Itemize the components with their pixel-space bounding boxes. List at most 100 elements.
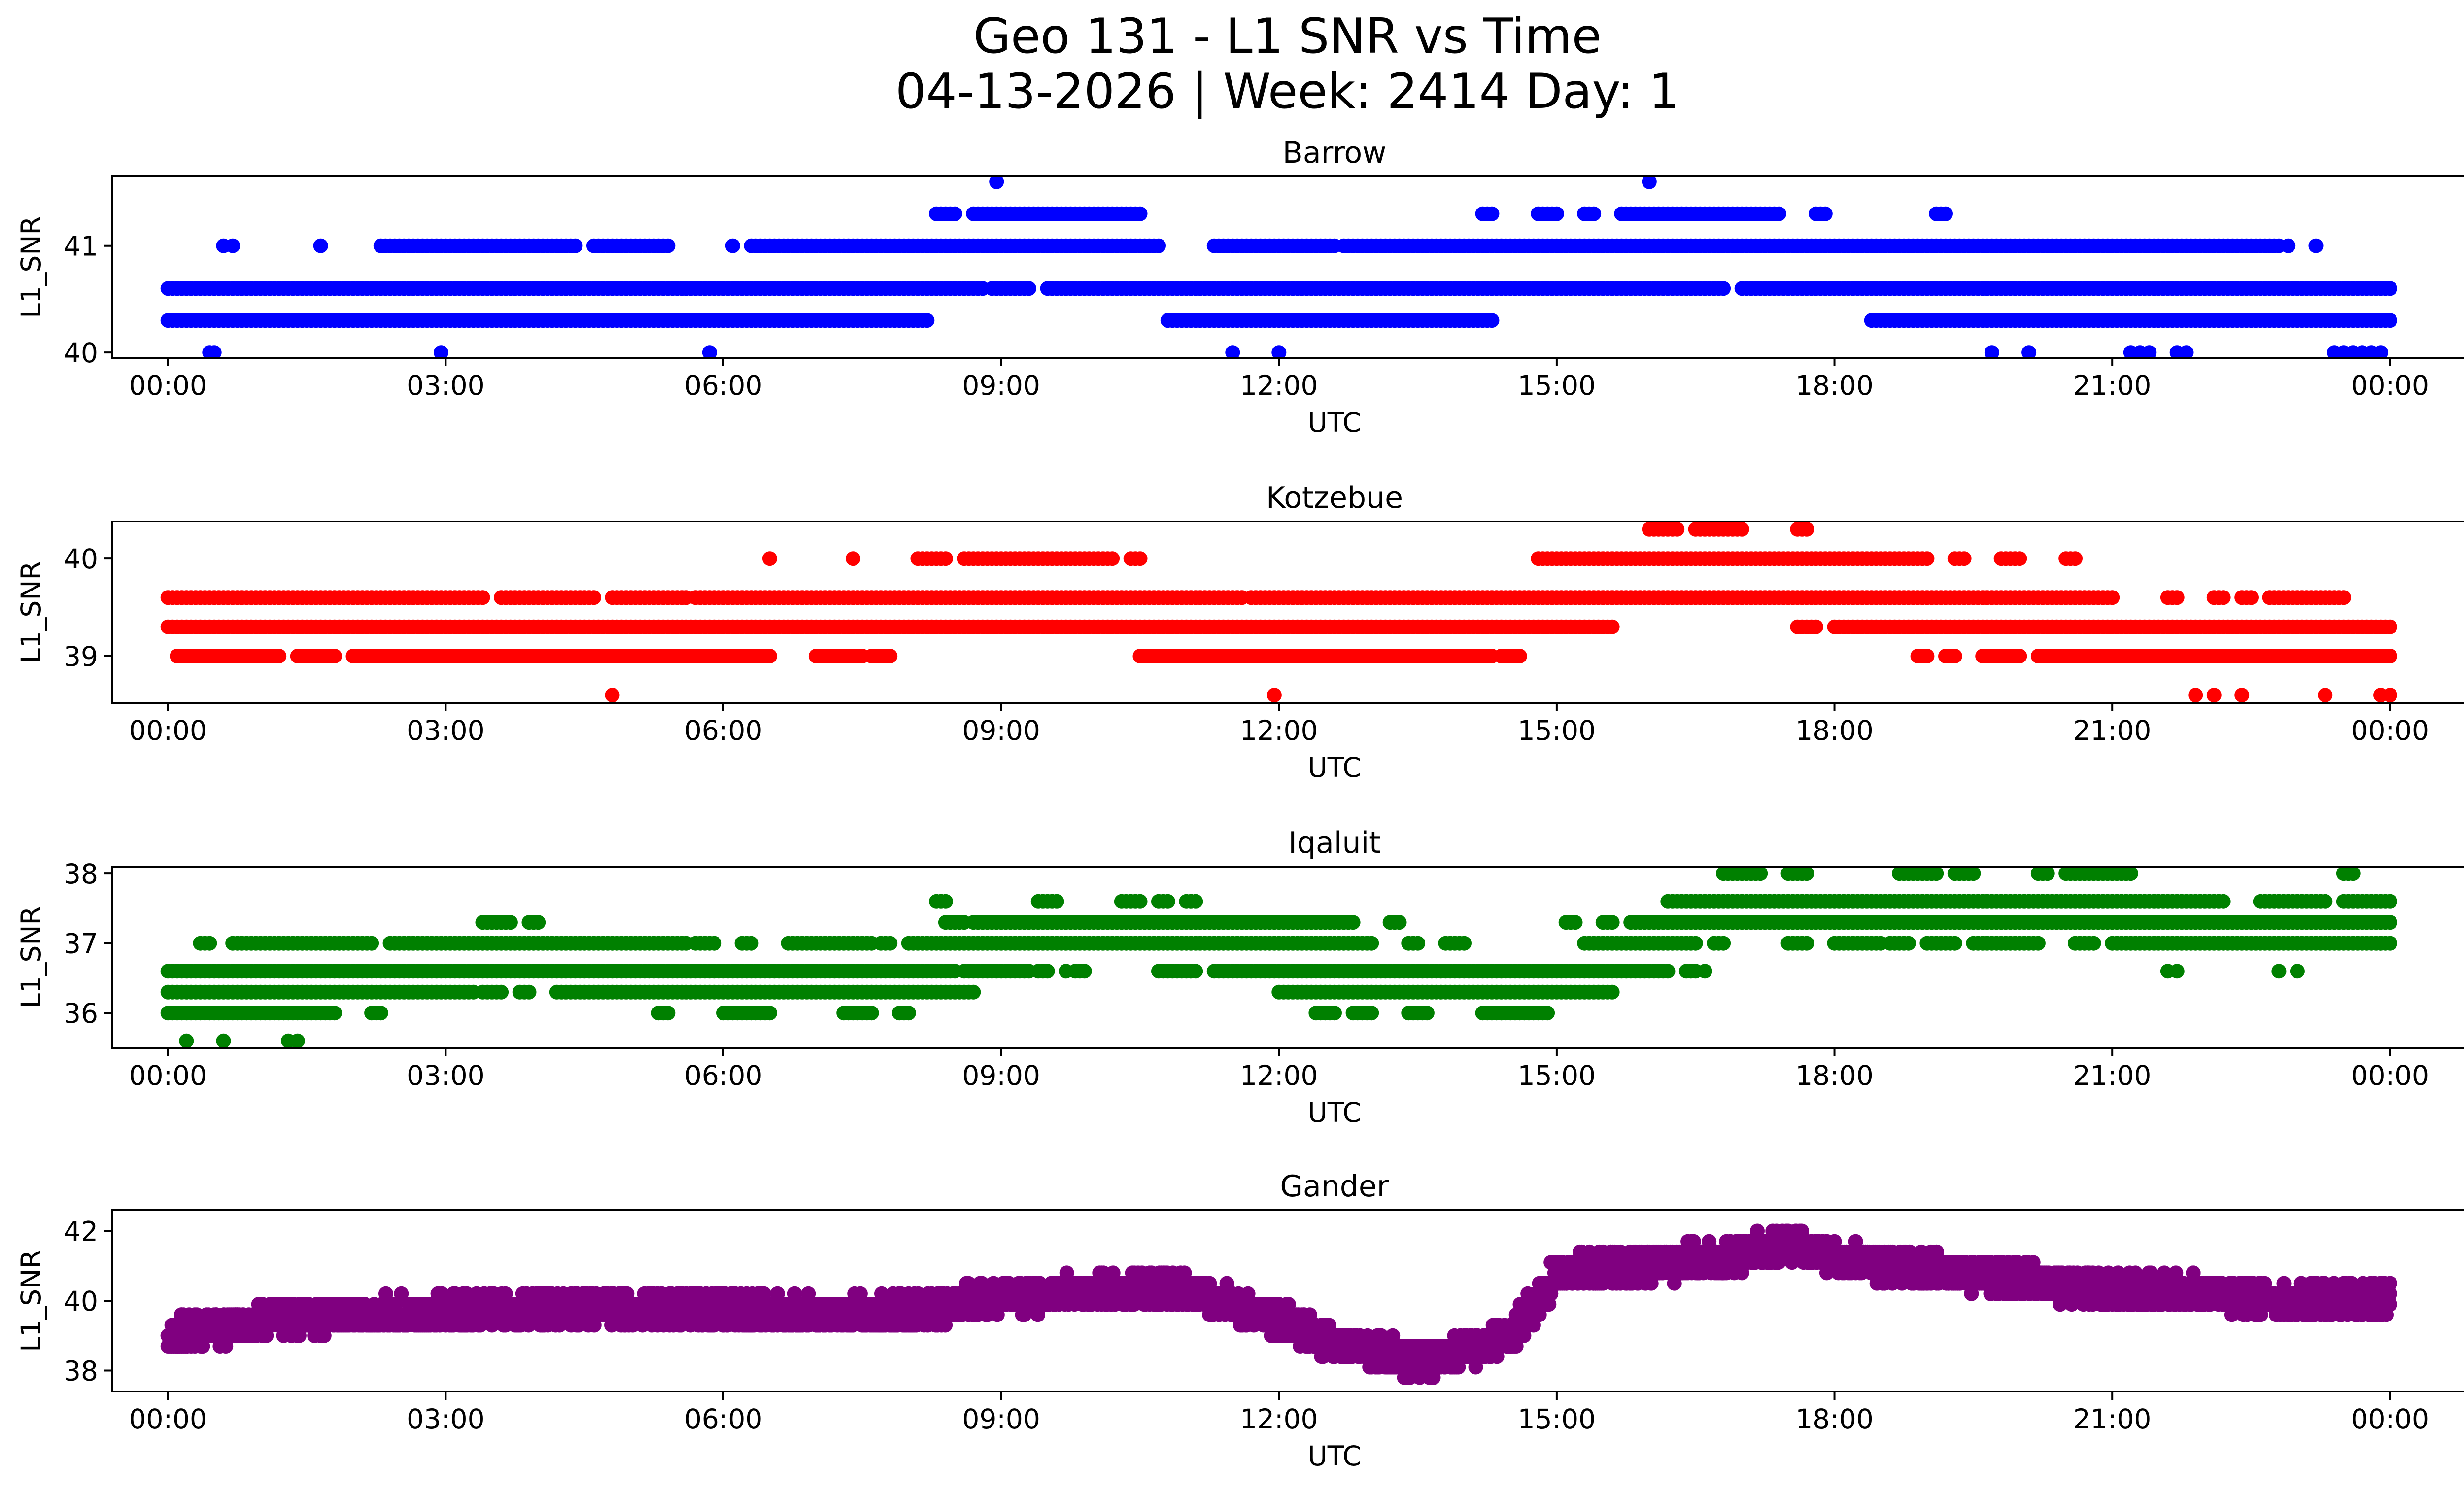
data-point (2382, 313, 2397, 328)
data-point (1188, 964, 1203, 979)
data-point (1605, 619, 1620, 634)
panel-title: Iqaluit (1288, 826, 1380, 860)
x-tick-label: 12:00 (1240, 1060, 1318, 1091)
data-point (179, 1033, 194, 1048)
data-point (2188, 688, 2203, 703)
data-point (1929, 867, 1944, 881)
data-point (1688, 936, 1703, 951)
x-tick-label: 21:00 (2073, 715, 2152, 746)
y-tick-label: 37 (64, 928, 98, 960)
figure-title-line-2: 04-13-2026 | Week: 2414 Day: 1 (895, 64, 1679, 120)
data-point (2382, 688, 2397, 703)
data-point (2382, 649, 2397, 663)
data-point (1642, 176, 1657, 189)
data-point (206, 345, 222, 358)
data-point (846, 551, 860, 566)
data-point (1540, 1006, 1555, 1021)
x-axis-label: UTC (1307, 752, 1361, 783)
data-point (568, 238, 583, 253)
data-point (1392, 915, 1407, 930)
data-point (1059, 964, 1074, 979)
data-point (1077, 964, 1092, 979)
x-tick-label: 09:00 (962, 1060, 1040, 1091)
series-gander (160, 1223, 2397, 1385)
data-point (938, 551, 953, 566)
data-point (1132, 551, 1148, 566)
x-axis-label: UTC (1307, 407, 1361, 438)
x-tick-label: 06:00 (684, 715, 763, 746)
data-point (2179, 345, 2194, 358)
x-tick-label: 09:00 (962, 715, 1040, 746)
data-point (1660, 964, 1676, 979)
data-point (202, 936, 217, 951)
x-tick-label: 06:00 (684, 370, 763, 401)
x-tick-label: 18:00 (1795, 715, 1874, 746)
data-point (272, 649, 287, 663)
data-point (1938, 206, 1953, 221)
x-tick-label: 21:00 (2073, 370, 2152, 401)
data-point (1799, 867, 1814, 881)
x-tick-label: 00:00 (2351, 1060, 2430, 1091)
y-tick-label: 38 (64, 858, 98, 890)
panel-title: Kotzebue (1266, 481, 1403, 515)
data-point (1419, 1006, 1435, 1021)
data-point (503, 915, 518, 930)
data-point (521, 984, 537, 1000)
y-tick-label: 36 (64, 998, 98, 1029)
data-point (2382, 915, 2397, 930)
x-tick-label: 03:00 (407, 1060, 485, 1091)
data-point (2373, 345, 2388, 358)
x-tick-label: 18:00 (1795, 1060, 1874, 1091)
panel-title: Gander (1280, 1169, 1389, 1204)
data-point (660, 238, 676, 253)
data-point (1132, 206, 1148, 221)
data-point (2290, 964, 2305, 979)
data-point (702, 345, 717, 358)
data-point (1799, 936, 1814, 951)
data-point (531, 915, 546, 930)
x-tick-label: 15:00 (1518, 715, 1596, 746)
data-point (1568, 915, 1583, 930)
data-point (2086, 936, 2101, 951)
data-point (2308, 238, 2324, 253)
data-point (1753, 867, 1768, 881)
data-point (966, 984, 981, 1000)
data-point (2234, 688, 2250, 703)
data-point (290, 1033, 305, 1048)
data-point (605, 688, 620, 703)
data-point (920, 313, 935, 328)
data-point (1919, 551, 1935, 566)
data-point (1266, 688, 1282, 703)
data-point (1410, 936, 1426, 951)
x-tick-label: 09:00 (962, 370, 1040, 401)
data-point (1919, 649, 1935, 663)
data-point (1771, 206, 1786, 221)
data-point (989, 176, 1004, 189)
data-point (434, 345, 448, 358)
y-axis-label: L1_SNR (15, 216, 47, 318)
data-point (2382, 894, 2397, 909)
x-tick-label: 03:00 (407, 370, 485, 401)
data-point (2281, 238, 2296, 253)
data-point (762, 649, 777, 663)
data-point (2318, 894, 2333, 909)
data-point (1022, 281, 1036, 296)
data-point (762, 551, 777, 566)
data-point (1105, 551, 1120, 566)
x-tick-label: 06:00 (684, 1060, 763, 1091)
data-point (2382, 619, 2397, 634)
data-point (1364, 936, 1379, 951)
data-point (1605, 984, 1620, 1000)
data-point (1966, 867, 1981, 881)
data-point (1605, 915, 1620, 930)
data-point (1271, 345, 1287, 358)
x-tick-label: 12:00 (1240, 715, 1318, 746)
figure-title: Geo 131 - L1 SNR vs Time 04-13-2026 | We… (0, 9, 2464, 119)
data-point (394, 1286, 409, 1301)
x-tick-label: 00:00 (129, 1060, 207, 1091)
data-point (1345, 915, 1361, 930)
data-point (725, 238, 740, 253)
